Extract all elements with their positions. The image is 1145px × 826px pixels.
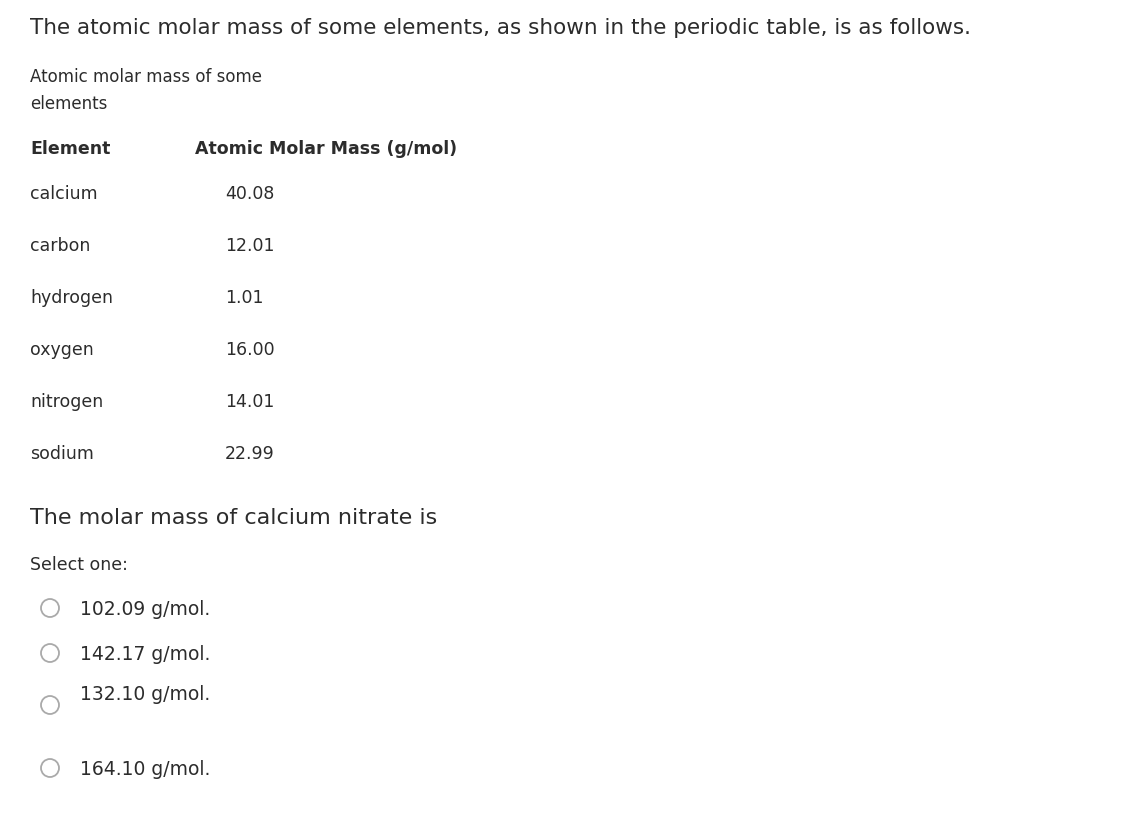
Text: 102.09 g/mol.: 102.09 g/mol. [80, 600, 211, 619]
Text: sodium: sodium [30, 445, 94, 463]
Text: 132.10 g/mol.: 132.10 g/mol. [80, 685, 211, 704]
Text: carbon: carbon [30, 237, 90, 255]
Text: The molar mass of calcium nitrate is: The molar mass of calcium nitrate is [30, 508, 437, 528]
Text: Select one:: Select one: [30, 556, 128, 574]
Text: Atomic molar mass of some: Atomic molar mass of some [30, 68, 262, 86]
Text: Atomic Molar Mass (g/mol): Atomic Molar Mass (g/mol) [195, 140, 457, 158]
Text: hydrogen: hydrogen [30, 289, 113, 307]
Text: 164.10 g/mol.: 164.10 g/mol. [80, 760, 211, 779]
Text: nitrogen: nitrogen [30, 393, 103, 411]
Text: 14.01: 14.01 [226, 393, 275, 411]
Text: 40.08: 40.08 [226, 185, 275, 203]
Text: 12.01: 12.01 [226, 237, 275, 255]
Text: 16.00: 16.00 [226, 341, 275, 359]
Text: elements: elements [30, 95, 108, 113]
Text: The atomic molar mass of some elements, as shown in the periodic table, is as fo: The atomic molar mass of some elements, … [30, 18, 971, 38]
Text: 22.99: 22.99 [226, 445, 275, 463]
Text: 1.01: 1.01 [226, 289, 263, 307]
Text: Element: Element [30, 140, 110, 158]
Text: calcium: calcium [30, 185, 97, 203]
Text: oxygen: oxygen [30, 341, 94, 359]
Text: 142.17 g/mol.: 142.17 g/mol. [80, 645, 211, 664]
